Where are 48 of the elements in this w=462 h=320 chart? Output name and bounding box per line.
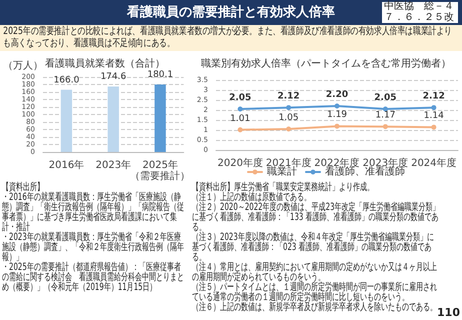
point (382, 124, 388, 130)
point (238, 127, 243, 132)
point (382, 106, 388, 112)
point (334, 124, 340, 129)
text: 【資料出所】 (2, 182, 44, 193)
text: （注６）上記の数値は、新規学卒者及び新規学卒者求人を除いたものである。 (192, 302, 437, 313)
data-label: 180.1 (147, 70, 174, 80)
text: （注２）2020～2022年度の数値は、平成23年改定「厚生労働省編職業分類」に基づく看護師、准看護師：「133 看護師、准看護師」の職業分類の数値である。 (192, 202, 440, 233)
point (431, 105, 436, 110)
text: ・2023年の就業看護職員数：厚生労働省「令和２年医療施設（静態）調査」、「令和２年度衛生行政報告例（隔年報）」 (2, 232, 185, 263)
text: ・2025年の需要推計（都道府県報告値）：「医療従事者の需給に関する検討会 看護職員需給分科会中間とりまとめ（概要）」（令和元年（2019年）11月15日） (2, 262, 185, 293)
text: 看護職員の需要推計と有効求人倍率 (127, 5, 335, 20)
point (238, 106, 243, 112)
data-label: 1.14 (424, 111, 444, 122)
x-tick-label: 2023年 (96, 159, 132, 171)
data-label: 2.05 (374, 93, 397, 103)
legend-label: 職業計 (267, 166, 297, 178)
text: （注５）パートタイムとは、１週間の所定労働時間が同一の事業所に雇用されている通常の労働者の１週間の所定労働時間に比し短いものをいう。 (192, 282, 438, 303)
data-label: 2.05 (229, 93, 252, 103)
legend-label: 看護師、准看護師 (325, 166, 405, 178)
text: 110 (437, 306, 460, 319)
chart-title: 看護職員就業者数（合計） (45, 58, 165, 70)
point (286, 126, 292, 132)
point (334, 104, 340, 108)
x-tick-label: 2016年 (48, 159, 84, 171)
data-label: 1.05 (278, 113, 299, 123)
x-tick-label: 2025年（需要推計） (130, 159, 190, 182)
x-tick-label: 2020年度 (217, 157, 263, 169)
data-label: 1.19 (326, 110, 348, 120)
x-tick-label: 2024年度 (411, 157, 457, 169)
data-label: 1.01 (230, 114, 250, 124)
text: 2025年の需要推計との比較によれば、看護職員就業者数の増大が必要。また、看護師及び准看護師の有効求人倍率は職業計よりも高くなっており、看護職員は不足傾向にある。 (0, 25, 459, 50)
data-label: 166.0 (54, 75, 80, 86)
text: （注３）2023年度以降の数値は、令和４年改定「厚生労働省編職業分類」に基づく看護師、准看護師：「023 看護師、准看護師」の職業分類の数値である。 (192, 232, 434, 263)
point (431, 124, 436, 130)
text: （注４）常用とは、雇用契約において雇用期間の定めがないか又は４ヶ月以上の雇用期間が定められているものをいう。 (192, 262, 438, 283)
text: 中医協 総－４７．６．２５改 (382, 1, 458, 23)
text: ・2016年の就業看護職員数：厚生労働省「医療施設（静態）調査」「衛生行政報告例（隔年報）」「病院報告（従事者票）」に基づき厚生労働省医政局看護課において集計・推計 (2, 192, 185, 233)
y-axis-title: （万人） (3, 60, 43, 72)
data-label: 1.17 (375, 110, 396, 121)
data-label: 2.12 (277, 92, 300, 102)
data-label: 2.12 (422, 92, 445, 102)
data-label: 174.6 (100, 72, 126, 82)
text: 【資料出所】厚生労働省「職業安定業務統計」より作成。 (192, 182, 375, 193)
data-label: 2.20 (326, 90, 348, 100)
chart-title: 職業別有効求人倍率（パートタイムを含む常用労働者） (201, 58, 451, 70)
point (286, 105, 292, 110)
text: （注１）上記の数値は原数値である。 (192, 192, 311, 203)
